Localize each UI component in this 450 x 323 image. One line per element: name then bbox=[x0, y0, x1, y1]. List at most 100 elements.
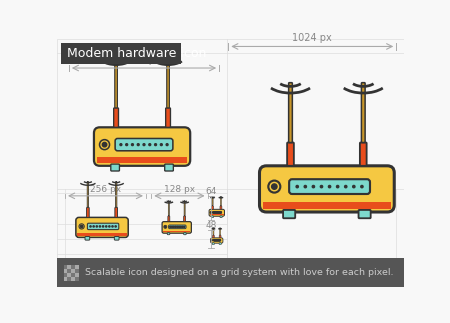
FancyBboxPatch shape bbox=[361, 83, 365, 142]
FancyBboxPatch shape bbox=[212, 235, 214, 238]
Circle shape bbox=[312, 185, 315, 188]
Circle shape bbox=[210, 212, 211, 213]
Circle shape bbox=[126, 144, 128, 146]
Circle shape bbox=[99, 140, 109, 150]
Circle shape bbox=[96, 226, 97, 227]
Circle shape bbox=[184, 226, 185, 227]
Circle shape bbox=[218, 240, 219, 241]
Circle shape bbox=[272, 184, 277, 189]
Circle shape bbox=[219, 240, 220, 241]
Circle shape bbox=[102, 142, 107, 147]
Circle shape bbox=[216, 240, 218, 241]
Bar bbox=[75, 269, 79, 273]
Circle shape bbox=[219, 240, 220, 241]
Circle shape bbox=[103, 226, 104, 227]
Circle shape bbox=[320, 185, 323, 188]
Circle shape bbox=[171, 226, 173, 227]
Text: 64: 64 bbox=[206, 187, 217, 196]
Bar bbox=[75, 273, 79, 277]
Circle shape bbox=[115, 226, 116, 227]
Bar bbox=[210, 214, 224, 215]
FancyBboxPatch shape bbox=[115, 139, 173, 151]
FancyBboxPatch shape bbox=[288, 83, 292, 142]
Circle shape bbox=[143, 144, 145, 146]
Circle shape bbox=[120, 144, 122, 146]
FancyBboxPatch shape bbox=[167, 233, 170, 235]
FancyBboxPatch shape bbox=[87, 181, 89, 207]
Circle shape bbox=[219, 212, 220, 213]
Circle shape bbox=[361, 185, 363, 188]
Bar bbox=[163, 231, 190, 232]
Circle shape bbox=[182, 226, 183, 227]
Circle shape bbox=[216, 212, 217, 213]
Bar bbox=[68, 269, 71, 273]
Bar bbox=[63, 273, 68, 277]
Bar bbox=[97, 157, 187, 163]
FancyBboxPatch shape bbox=[168, 201, 169, 216]
Circle shape bbox=[215, 212, 216, 213]
Circle shape bbox=[214, 212, 215, 213]
Bar bbox=[61, 43, 180, 64]
Circle shape bbox=[177, 226, 178, 227]
Bar bbox=[71, 273, 75, 277]
Circle shape bbox=[160, 144, 162, 146]
FancyBboxPatch shape bbox=[167, 58, 169, 108]
FancyBboxPatch shape bbox=[219, 243, 221, 245]
Circle shape bbox=[213, 240, 215, 241]
FancyBboxPatch shape bbox=[165, 164, 173, 171]
FancyBboxPatch shape bbox=[220, 197, 221, 206]
FancyBboxPatch shape bbox=[94, 127, 190, 166]
FancyBboxPatch shape bbox=[115, 58, 117, 108]
FancyBboxPatch shape bbox=[289, 179, 370, 194]
Circle shape bbox=[99, 226, 100, 227]
Circle shape bbox=[217, 212, 219, 213]
Text: 1024 px: 1024 px bbox=[292, 33, 332, 43]
Circle shape bbox=[353, 185, 355, 188]
Circle shape bbox=[210, 212, 212, 213]
FancyBboxPatch shape bbox=[87, 223, 119, 230]
Bar bbox=[263, 202, 391, 209]
Circle shape bbox=[93, 226, 94, 227]
Bar bbox=[77, 233, 127, 236]
FancyBboxPatch shape bbox=[184, 201, 185, 216]
Circle shape bbox=[213, 212, 214, 213]
FancyBboxPatch shape bbox=[76, 217, 128, 237]
Circle shape bbox=[180, 226, 181, 227]
Text: Modem hardware icon: Modem hardware icon bbox=[67, 47, 206, 60]
Text: 48: 48 bbox=[206, 221, 217, 230]
Circle shape bbox=[175, 226, 176, 227]
Bar bbox=[75, 265, 79, 269]
FancyBboxPatch shape bbox=[212, 197, 213, 206]
FancyBboxPatch shape bbox=[168, 216, 170, 222]
Circle shape bbox=[304, 185, 306, 188]
FancyBboxPatch shape bbox=[166, 108, 171, 127]
FancyBboxPatch shape bbox=[211, 238, 223, 243]
Bar bbox=[58, 39, 404, 258]
Circle shape bbox=[216, 212, 218, 213]
Circle shape bbox=[217, 240, 218, 241]
Text: 512 px: 512 px bbox=[127, 55, 161, 65]
FancyBboxPatch shape bbox=[86, 207, 89, 217]
Circle shape bbox=[211, 240, 213, 241]
Circle shape bbox=[149, 144, 151, 146]
FancyBboxPatch shape bbox=[213, 228, 214, 235]
FancyBboxPatch shape bbox=[169, 225, 186, 229]
Circle shape bbox=[166, 144, 168, 146]
FancyBboxPatch shape bbox=[283, 210, 295, 218]
Circle shape bbox=[328, 185, 331, 188]
FancyBboxPatch shape bbox=[219, 235, 221, 238]
Bar bbox=[68, 273, 71, 277]
Circle shape bbox=[214, 240, 216, 241]
Circle shape bbox=[90, 226, 91, 227]
Bar bbox=[71, 265, 75, 269]
Text: 128 px: 128 px bbox=[164, 184, 195, 193]
FancyBboxPatch shape bbox=[260, 166, 394, 212]
Circle shape bbox=[109, 226, 110, 227]
FancyBboxPatch shape bbox=[212, 216, 214, 218]
Bar bbox=[212, 242, 222, 243]
Bar bbox=[63, 269, 68, 273]
FancyBboxPatch shape bbox=[220, 206, 222, 209]
FancyBboxPatch shape bbox=[359, 210, 371, 218]
FancyBboxPatch shape bbox=[287, 142, 294, 166]
Circle shape bbox=[79, 224, 84, 229]
